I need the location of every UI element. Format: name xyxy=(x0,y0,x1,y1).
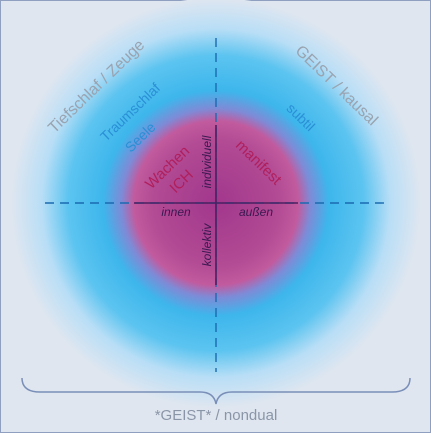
axis-bottom-label: kollektiv xyxy=(200,223,214,267)
axis-right-label: außen xyxy=(239,205,273,219)
brace xyxy=(21,377,411,405)
bottom-label: *GEIST* / nondual xyxy=(155,407,278,424)
axis-left-label: innen xyxy=(161,205,191,219)
axis-top-label: individuell xyxy=(200,135,214,188)
